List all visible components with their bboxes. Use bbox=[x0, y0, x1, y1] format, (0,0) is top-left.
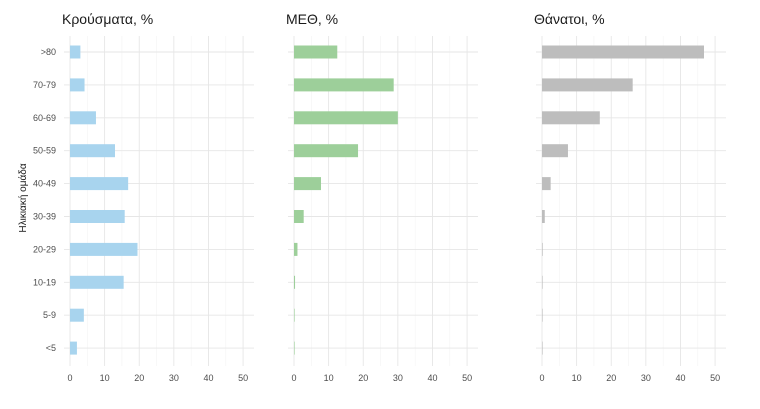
y-tick-label: 20-29 bbox=[33, 244, 56, 254]
bar bbox=[70, 210, 125, 223]
x-tick-label: 10 bbox=[324, 373, 334, 383]
panel-title: Θάνατοι, % bbox=[534, 11, 605, 27]
y-tick-label: 40-49 bbox=[33, 179, 56, 189]
bar bbox=[70, 275, 124, 289]
bar bbox=[70, 45, 81, 59]
bar bbox=[294, 177, 321, 191]
bar bbox=[70, 242, 138, 256]
bar bbox=[294, 111, 398, 125]
x-tick-label: 0 bbox=[539, 373, 544, 383]
panel-title: Κρούσματα, % bbox=[62, 11, 153, 27]
bar bbox=[70, 308, 84, 322]
x-tick-label: 0 bbox=[291, 373, 296, 383]
text-layer: 0 10 20 30 40 50 Κρούσματα, % 0 10 20 30 40 50 ΜΕΘ, %… bbox=[33, 11, 720, 383]
x-tick-label: 20 bbox=[134, 373, 144, 383]
bar bbox=[542, 78, 633, 92]
x-tick-label: 10 bbox=[100, 373, 110, 383]
panel-title: ΜΕΘ, % bbox=[286, 11, 338, 27]
x-tick-label: 50 bbox=[238, 373, 248, 383]
bar bbox=[542, 341, 543, 355]
y-tick-label: 5-9 bbox=[43, 310, 56, 320]
x-tick-label: 30 bbox=[641, 373, 651, 383]
bar bbox=[294, 275, 296, 289]
bar bbox=[294, 210, 304, 223]
bar bbox=[542, 308, 543, 322]
bar bbox=[542, 275, 543, 289]
bar bbox=[70, 111, 96, 125]
bar bbox=[294, 341, 295, 355]
x-tick-label: 40 bbox=[675, 373, 685, 383]
x-tick-label: 40 bbox=[203, 373, 213, 383]
x-tick-label: 10 bbox=[572, 373, 582, 383]
y-tick-label: 10-19 bbox=[33, 277, 56, 287]
y-tick-label: 30-39 bbox=[33, 212, 56, 222]
bar bbox=[294, 78, 394, 92]
y-tick-label: >80 bbox=[41, 47, 56, 57]
bar bbox=[542, 45, 704, 59]
bar bbox=[542, 210, 545, 223]
y-axis-label: Ηλικιακή ομάδα bbox=[17, 163, 29, 232]
bar bbox=[542, 177, 551, 191]
bar bbox=[542, 144, 568, 158]
bar bbox=[70, 177, 129, 191]
x-tick-label: 50 bbox=[462, 373, 472, 383]
y-tick-label: <5 bbox=[46, 343, 56, 353]
x-tick-label: 0 bbox=[67, 373, 72, 383]
bars-layer bbox=[70, 45, 704, 355]
x-tick-label: 20 bbox=[358, 373, 368, 383]
bar bbox=[70, 341, 77, 355]
bar bbox=[294, 144, 359, 158]
x-tick-label: 30 bbox=[393, 373, 403, 383]
y-tick-label: 60-69 bbox=[33, 113, 56, 123]
bar bbox=[542, 242, 543, 256]
y-tick-label: 50-59 bbox=[33, 146, 56, 156]
bar bbox=[70, 78, 85, 92]
x-tick-label: 50 bbox=[710, 373, 720, 383]
x-tick-label: 30 bbox=[169, 373, 179, 383]
bar bbox=[294, 308, 295, 322]
bar bbox=[70, 144, 115, 158]
bar bbox=[294, 242, 298, 256]
bar bbox=[542, 111, 600, 125]
x-tick-label: 40 bbox=[427, 373, 437, 383]
y-tick-label: 70-79 bbox=[33, 80, 56, 90]
bar bbox=[294, 45, 338, 59]
x-tick-label: 20 bbox=[606, 373, 616, 383]
